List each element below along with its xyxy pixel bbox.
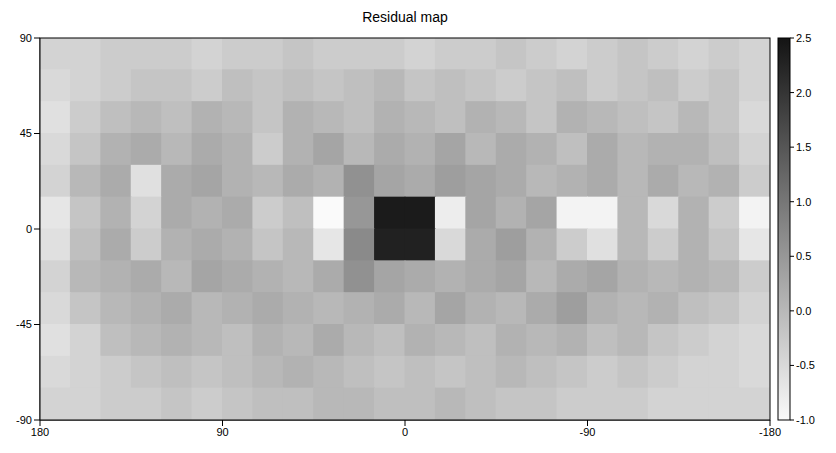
svg-text:0: 0 bbox=[26, 223, 32, 235]
svg-text:Residual map: Residual map bbox=[362, 9, 448, 25]
svg-text:-0.5: -0.5 bbox=[796, 359, 815, 371]
svg-text:2.0: 2.0 bbox=[796, 87, 811, 99]
svg-text:90: 90 bbox=[216, 426, 228, 438]
svg-text:45: 45 bbox=[20, 127, 32, 139]
svg-text:-90: -90 bbox=[16, 414, 32, 426]
svg-text:0: 0 bbox=[402, 426, 408, 438]
svg-text:-45: -45 bbox=[16, 318, 32, 330]
svg-text:-90: -90 bbox=[580, 426, 596, 438]
svg-text:-1.0: -1.0 bbox=[796, 414, 815, 426]
svg-text:1.0: 1.0 bbox=[796, 196, 811, 208]
svg-text:0.5: 0.5 bbox=[796, 250, 811, 262]
svg-text:0.0: 0.0 bbox=[796, 305, 811, 317]
svg-text:90: 90 bbox=[20, 32, 32, 44]
svg-text:-180: -180 bbox=[759, 426, 781, 438]
svg-text:1.5: 1.5 bbox=[796, 141, 811, 153]
svg-text:180: 180 bbox=[31, 426, 49, 438]
svg-text:2.5: 2.5 bbox=[796, 32, 811, 44]
